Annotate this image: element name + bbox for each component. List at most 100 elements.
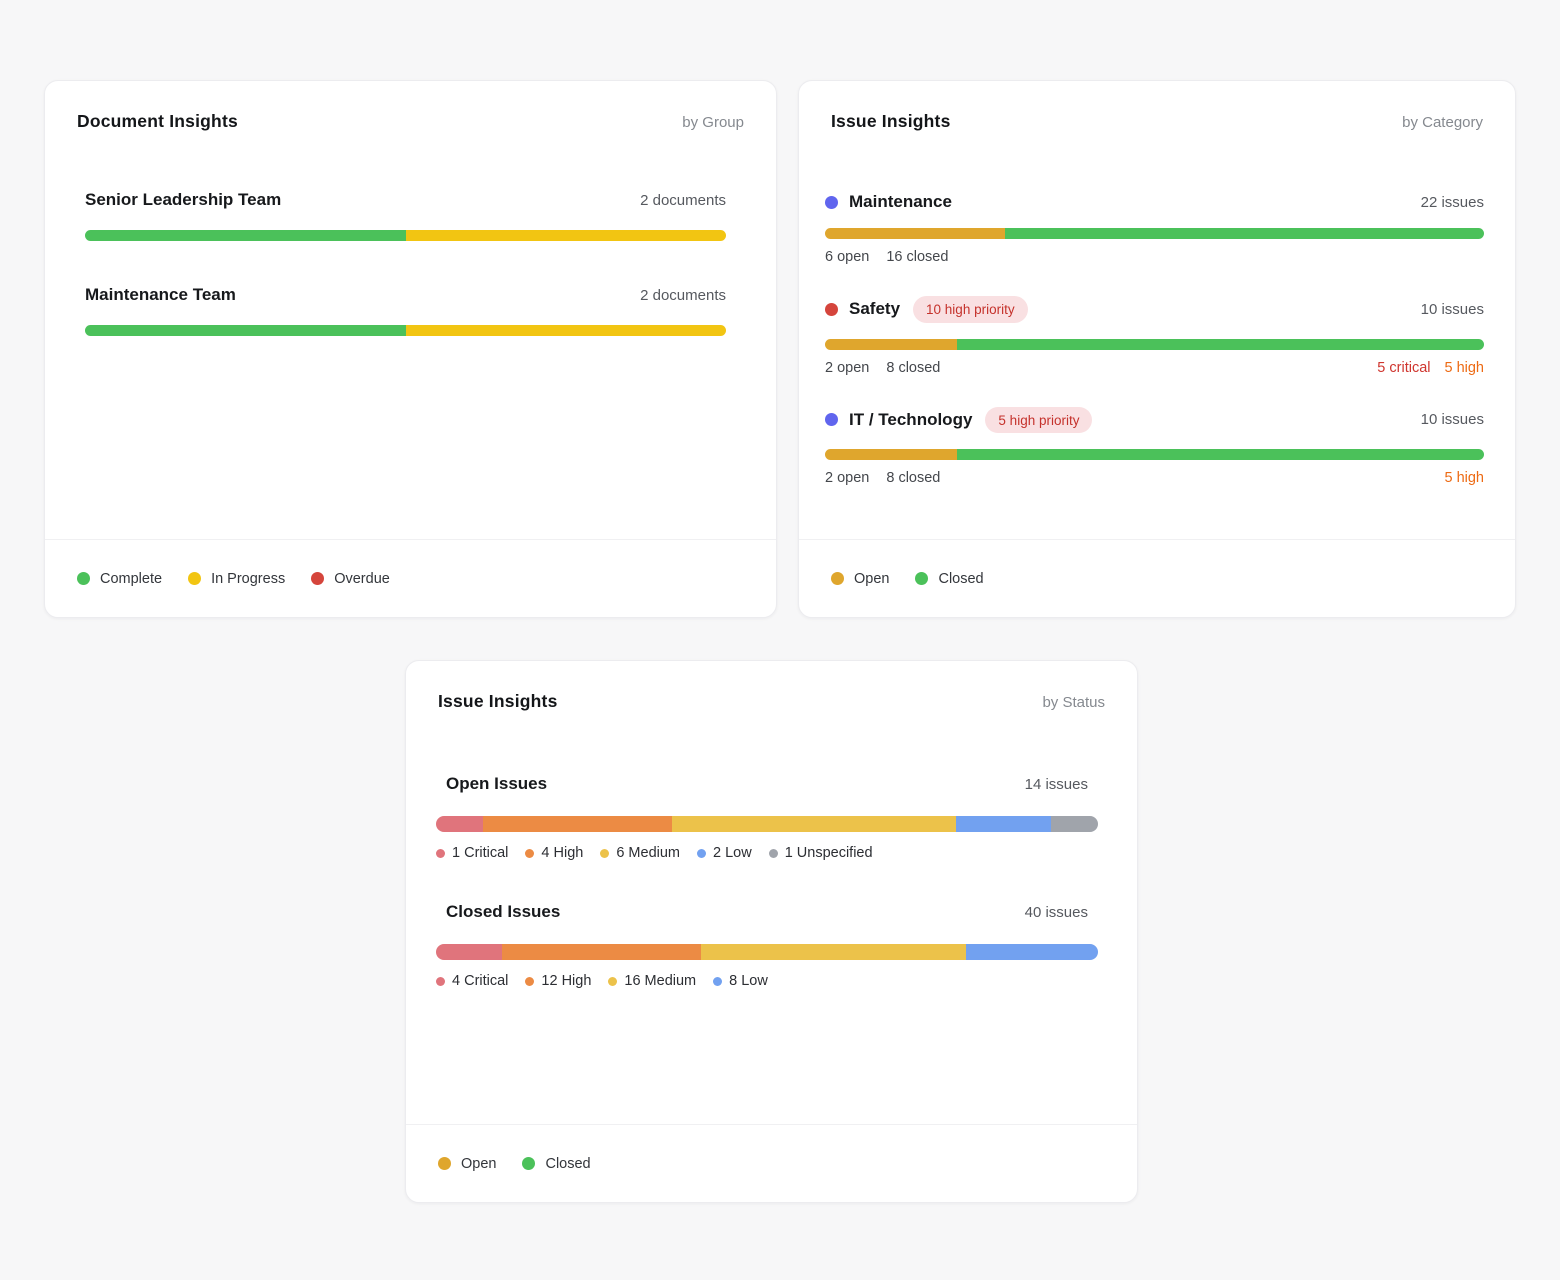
bar-segment-open: [825, 338, 957, 350]
mini-legend-item-high: 4 High: [525, 845, 583, 861]
mini-legend-label: 4 Critical: [452, 973, 509, 989]
mini-legend-item-critical: 1 Critical: [436, 845, 508, 861]
open-dot-icon: [831, 572, 844, 585]
closed-stat: 8 closed: [886, 470, 941, 486]
mini-legend-label: 8 Low: [729, 973, 768, 989]
legend-item-closed: Closed: [915, 570, 984, 587]
issue-insights-status-legend: Open Closed: [406, 1124, 1137, 1202]
low-dot-icon: [713, 976, 723, 986]
mini-legend-label: 2 Low: [713, 845, 752, 861]
open-closed-bar: [825, 228, 1484, 239]
high-note: 5 high: [1444, 470, 1484, 486]
mini-legend-label: 6 Medium: [616, 845, 680, 861]
bar-segment-closed: [1004, 228, 1484, 239]
card-title: Issue Insights: [831, 111, 951, 131]
document-count: 2 documents: [640, 287, 726, 304]
status-section-closed-issues[interactable]: Closed Issues 40 issues 4 Critical 12 Hi…: [436, 902, 1098, 989]
card-subtitle-by-category: by Category: [1402, 114, 1483, 131]
group-label: Maintenance Team: [85, 285, 236, 304]
mini-legend-item-critical: 4 Critical: [436, 973, 508, 989]
issue-insights-category-body: Maintenance 22 issues 6 open 16 closed S…: [799, 132, 1515, 539]
card-subtitle-by-group: by Group: [682, 114, 744, 131]
group-label: Senior Leadership Team: [85, 190, 282, 209]
priority-mini-legend: 4 Critical 12 High 16 Medium 8 Low: [436, 973, 1098, 989]
bar-segment-complete: [85, 325, 406, 336]
open-dot-icon: [438, 1157, 451, 1170]
bar-segment-4-high: [483, 816, 673, 832]
document-insights-card: Document Insights by Group Senior Leader…: [44, 80, 777, 618]
complete-dot-icon: [77, 572, 90, 585]
document-count: 2 documents: [640, 192, 726, 209]
mini-legend-item-unspecified: 1 Unspecified: [768, 845, 873, 861]
category-row-it-technology[interactable]: IT / Technology 5 high priority 10 issue…: [825, 406, 1484, 486]
category-label: IT / Technology: [849, 409, 973, 429]
doc-row-senior-leadership-team[interactable]: Senior Leadership Team 2 documents: [85, 190, 726, 241]
medium-dot-icon: [608, 976, 618, 986]
category-row-safety[interactable]: Safety 10 high priority 10 issues 2 open…: [825, 296, 1484, 376]
issue-insights-by-category-card: Issue Insights by Category Maintenance 2…: [798, 80, 1516, 618]
mini-legend-label: 1 Critical: [452, 845, 509, 861]
high-priority-badge: 10 high priority: [913, 296, 1028, 323]
bar-segment-1-unspecified: [1050, 816, 1098, 832]
open-stat: 2 open: [825, 470, 870, 486]
it-technology-category-dot-icon: [825, 413, 838, 427]
issue-insights-status-header: Issue Insights by Status: [406, 661, 1137, 712]
status-label: Open Issues: [446, 774, 548, 793]
priority-distribution-bar: [436, 944, 1098, 960]
high-dot-icon: [525, 976, 535, 986]
mini-legend-item-high: 12 High: [525, 973, 591, 989]
legend-label: Closed: [545, 1155, 591, 1172]
high-note: 5 high: [1444, 359, 1484, 376]
card-title: Document Insights: [77, 111, 238, 131]
mini-legend-label: 16 Medium: [624, 973, 697, 989]
issue-count: 40 issues: [1024, 904, 1088, 921]
closed-stat: 16 closed: [886, 249, 949, 265]
category-label: Maintenance: [849, 192, 952, 211]
closed-dot-icon: [522, 1157, 536, 1170]
bar-segment-open: [825, 449, 957, 460]
status-section-open-issues[interactable]: Open Issues 14 issues 1 Critical 4 High …: [436, 774, 1098, 861]
safety-category-dot-icon: [825, 302, 838, 316]
issue-insights-category-legend: Open Closed: [799, 539, 1515, 617]
critical-note: 5 critical: [1377, 359, 1431, 376]
issue-insights-status-body: Open Issues 14 issues 1 Critical 4 High …: [406, 712, 1137, 1124]
bar-segment-open: [825, 228, 1005, 239]
critical-dot-icon: [436, 848, 445, 858]
bar-segment-in-progress: [405, 230, 726, 241]
legend-label: Open: [854, 570, 890, 587]
mini-legend-label: 12 High: [541, 973, 592, 989]
category-label: Safety: [849, 299, 901, 319]
mini-legend-label: 4 High: [541, 845, 584, 861]
closed-stat: 8 closed: [886, 359, 941, 376]
medium-dot-icon: [600, 848, 610, 858]
mini-legend-item-medium: 6 Medium: [600, 845, 680, 861]
bar-segment-closed: [956, 449, 1484, 460]
high-priority-badge: 5 high priority: [985, 406, 1093, 433]
issue-count: 14 issues: [1024, 776, 1088, 793]
legend-item-closed: Closed: [522, 1155, 591, 1172]
doc-row-maintenance-team[interactable]: Maintenance Team 2 documents: [85, 285, 726, 336]
document-insights-header: Document Insights by Group: [45, 81, 776, 132]
issue-count: 10 issues: [1420, 411, 1484, 429]
mini-legend-item-low: 2 Low: [697, 845, 752, 861]
legend-item-overdue: Overdue: [311, 571, 390, 587]
legend-item-open: Open: [438, 1156, 496, 1172]
document-progress-bar: [85, 230, 726, 241]
mini-legend-item-medium: 16 Medium: [608, 973, 696, 989]
legend-item-open: Open: [831, 571, 889, 587]
bar-segment-16-medium: [700, 944, 966, 960]
bar-segment-2-low: [956, 816, 1051, 832]
category-row-maintenance[interactable]: Maintenance 22 issues 6 open 16 closed: [825, 192, 1484, 265]
legend-label: Open: [461, 1155, 497, 1172]
mini-legend-label: 1 Unspecified: [784, 845, 873, 861]
issue-count: 22 issues: [1420, 193, 1484, 211]
bar-segment-complete: [85, 230, 406, 241]
unspecified-dot-icon: [768, 848, 778, 858]
issue-count: 10 issues: [1420, 300, 1484, 318]
overdue-dot-icon: [311, 572, 325, 585]
priority-mini-legend: 1 Critical 4 High 6 Medium 2 Low 1 Unspe…: [436, 845, 1098, 861]
legend-label: Complete: [100, 570, 163, 587]
legend-label: Closed: [938, 570, 984, 587]
card-title: Issue Insights: [438, 691, 558, 711]
bar-segment-1-critical: [436, 816, 484, 832]
